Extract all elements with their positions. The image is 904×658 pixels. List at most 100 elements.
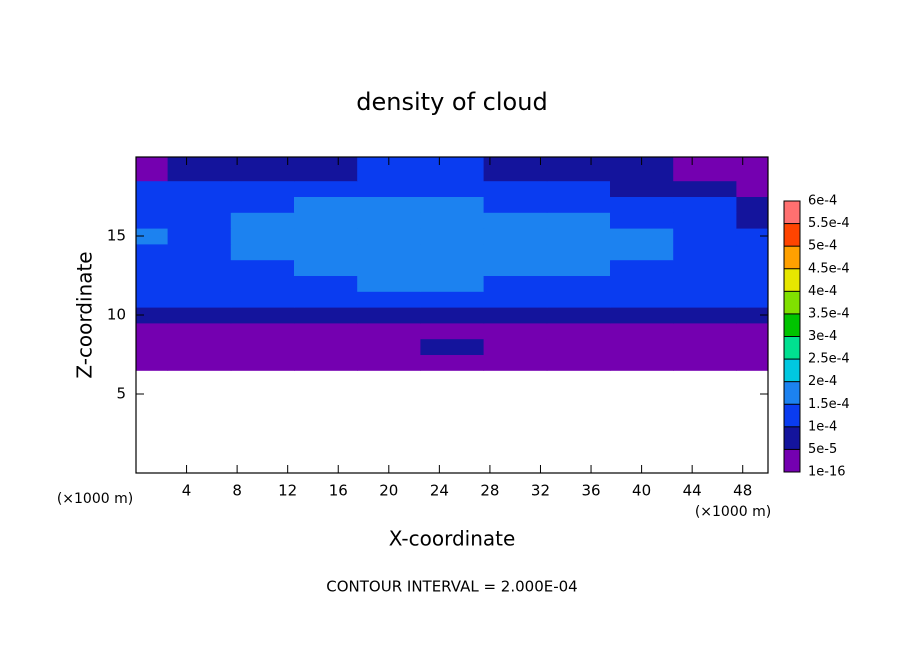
- contour-cell: [610, 259, 674, 276]
- contour-cell: [610, 243, 674, 261]
- contour-cell: [167, 354, 232, 371]
- contour-cell: [546, 157, 611, 182]
- contour-cell: [610, 291, 674, 308]
- contour-cell: [736, 322, 768, 340]
- contour-cell: [673, 157, 737, 182]
- contour-cell: [483, 322, 548, 340]
- contour-cell: [357, 212, 421, 229]
- colorbar-cell: [784, 449, 800, 472]
- contour-cell: [357, 196, 421, 213]
- contour-cell: [420, 354, 485, 371]
- x-tick-label: 24: [430, 482, 449, 500]
- contour-cell: [420, 338, 485, 355]
- colorbar-label: 1e-16: [808, 465, 846, 480]
- contour-cell: [167, 275, 232, 292]
- contour-cell: [546, 275, 611, 292]
- contour-cell: [357, 291, 421, 308]
- contour-cell: [294, 259, 358, 276]
- colorbar-cell: [784, 201, 800, 224]
- contour-cell: [420, 322, 485, 340]
- contour-cell: [736, 291, 768, 308]
- contour-cell: [610, 196, 674, 213]
- contour-cell: [136, 338, 169, 355]
- contour-cell: [546, 243, 611, 261]
- colorbar-label: 5e-5: [808, 442, 837, 457]
- contour-cell: [420, 259, 485, 276]
- contour-cell: [294, 180, 358, 197]
- contour-cell: [357, 243, 421, 261]
- contour-cell: [546, 322, 611, 340]
- colorbar-label: 3e-4: [808, 329, 837, 344]
- x-tick-label: 48: [733, 482, 752, 500]
- y-tick-label: 10: [107, 306, 126, 324]
- contour-cell: [673, 228, 737, 245]
- contour-cell: [357, 338, 421, 355]
- contour-cell: [230, 180, 295, 197]
- x-tick-label: 8: [232, 482, 242, 500]
- contour-field: [136, 157, 768, 371]
- contour-cell: [420, 243, 485, 261]
- colorbar-label: 4.5e-4: [808, 261, 850, 276]
- contour-cell: [167, 212, 232, 229]
- y-tick-label: 15: [107, 227, 126, 245]
- contour-cell: [230, 354, 295, 371]
- x-tick-label: 40: [632, 482, 651, 500]
- contour-cell: [167, 322, 232, 340]
- contour-cell: [673, 259, 737, 276]
- contour-cell: [546, 180, 611, 197]
- contour-cell: [136, 196, 169, 213]
- contour-cell: [167, 338, 232, 355]
- contour-cell: [294, 243, 358, 261]
- contour-cell: [230, 157, 295, 182]
- x-unit-label: (×1000 m): [695, 504, 771, 520]
- contour-cell: [136, 180, 169, 197]
- contour-cell: [357, 228, 421, 245]
- contour-cell: [294, 157, 358, 182]
- contour-cell: [610, 338, 674, 355]
- contour-cell: [610, 354, 674, 371]
- contour-cell: [610, 212, 674, 229]
- x-tick-label: 4: [182, 482, 192, 500]
- footer-note: CONTOUR INTERVAL = 2.000E-04: [326, 578, 577, 596]
- contour-cell: [294, 322, 358, 340]
- x-tick-label: 28: [480, 482, 499, 500]
- colorbar-cell: [784, 313, 800, 337]
- contour-cell: [610, 322, 674, 340]
- contour-cell: [294, 354, 358, 371]
- contour-cell: [736, 338, 768, 355]
- contour-cell: [483, 212, 548, 229]
- x-tick-label: 36: [581, 482, 600, 500]
- contour-cell: [420, 157, 485, 182]
- contour-cell: [136, 354, 169, 371]
- contour-cell: [736, 275, 768, 292]
- contour-cell: [420, 307, 485, 324]
- colorbar-label: 4e-4: [808, 284, 837, 299]
- contour-cell: [230, 196, 295, 213]
- contour-cell: [294, 338, 358, 355]
- x-tick-label: 44: [683, 482, 702, 500]
- contour-cell: [230, 275, 295, 292]
- x-axis-label: X-coordinate: [389, 527, 516, 551]
- contour-cell: [167, 196, 232, 213]
- contour-cell: [546, 196, 611, 213]
- x-tick-label: 32: [531, 482, 550, 500]
- contour-cell: [357, 307, 421, 324]
- colorbar-cell: [784, 381, 800, 405]
- contour-cell: [230, 228, 295, 245]
- colorbar-cell: [784, 336, 800, 360]
- contour-cell: [736, 259, 768, 276]
- contour-cell: [167, 307, 232, 324]
- contour-cell: [483, 307, 548, 324]
- colorbar-label: 6e-4: [808, 194, 837, 209]
- contour-cell: [673, 291, 737, 308]
- contour-cell: [546, 338, 611, 355]
- contour-cell: [483, 291, 548, 308]
- contour-cell: [546, 228, 611, 245]
- x-tick-label: 12: [278, 482, 297, 500]
- colorbar-label: 1.5e-4: [808, 397, 850, 412]
- contour-cell: [420, 180, 485, 197]
- colorbar-cell: [784, 246, 800, 269]
- contour-cell: [483, 228, 548, 245]
- contour-cell: [294, 196, 358, 213]
- contour-cell: [673, 243, 737, 261]
